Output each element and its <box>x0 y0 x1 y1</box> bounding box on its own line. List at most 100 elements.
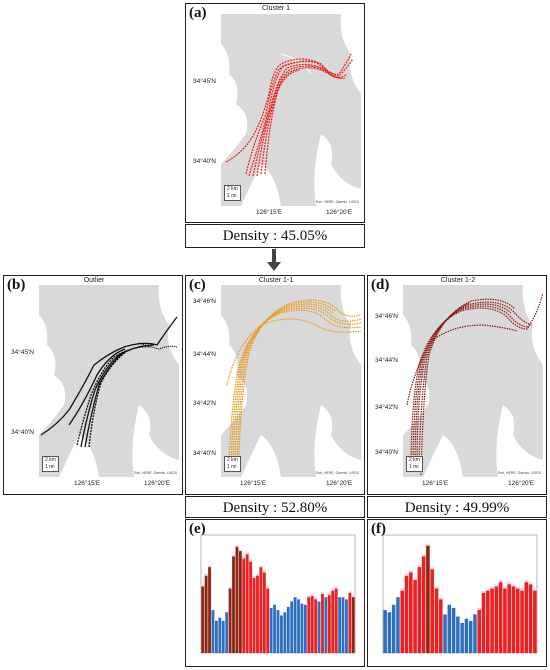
map-svg <box>221 285 361 477</box>
y-tick: 34°46'N <box>375 313 398 320</box>
bar <box>426 545 430 653</box>
density-c: Density : 52.80% <box>185 496 365 518</box>
bar <box>434 588 439 653</box>
panel-e: (e) <box>185 519 365 667</box>
bar <box>327 595 331 653</box>
bar <box>417 567 422 653</box>
bar <box>498 582 503 653</box>
bar <box>201 586 205 653</box>
bar <box>307 597 311 653</box>
bar <box>310 596 314 653</box>
bar <box>520 590 524 653</box>
map-svg <box>403 285 543 477</box>
bar <box>503 588 507 653</box>
bar <box>468 620 473 653</box>
track-bundle <box>226 299 361 466</box>
bar <box>528 584 533 653</box>
panel-label: (b) <box>7 277 26 293</box>
bar <box>511 586 516 653</box>
panel-b: (b) Outlier 34°45'N 34°40'N 126°15'E 126… <box>3 275 183 495</box>
bar <box>215 620 218 653</box>
bar <box>211 610 215 653</box>
panel-a: (a) Cluster 1 34°45'N 34°40'N 126°15'E 1… <box>185 3 365 223</box>
bar-chart-e <box>200 534 356 654</box>
track-bundle <box>40 316 178 448</box>
bar <box>413 580 417 653</box>
bar <box>228 588 232 653</box>
panel-f: (f) <box>367 519 547 667</box>
bar <box>303 604 307 653</box>
bar <box>443 614 447 653</box>
map-credit: Esri, HERE, Garmin, USGS <box>498 471 541 475</box>
bar <box>221 620 225 653</box>
track-bundle <box>225 53 354 177</box>
panel-title: Outlier <box>83 277 105 284</box>
bar <box>341 597 345 653</box>
y-tick: 34°44'N <box>193 351 216 358</box>
bar <box>494 586 499 653</box>
bar <box>396 597 400 653</box>
bar <box>321 594 324 653</box>
map-svg <box>221 14 361 206</box>
bar <box>400 590 405 653</box>
bar <box>451 607 456 653</box>
panel-label: (d) <box>371 277 390 293</box>
y-tick: 34°40'N <box>11 429 34 436</box>
scale-bar: 2 km 1 mi <box>224 185 241 201</box>
bar <box>256 575 259 653</box>
bar <box>387 612 392 653</box>
bar-chart-f <box>382 534 538 654</box>
scale-mi: 1 mi <box>409 464 419 470</box>
bar <box>273 604 276 653</box>
bar <box>286 606 290 653</box>
x-tick: 126°20'E <box>326 209 353 216</box>
bar <box>238 551 242 653</box>
bar <box>293 597 297 653</box>
bar <box>345 599 348 653</box>
bar <box>208 567 211 653</box>
bar <box>283 612 287 653</box>
bar <box>245 554 249 653</box>
map <box>221 285 361 477</box>
bar <box>290 601 294 653</box>
panel-label: (c) <box>189 277 206 293</box>
bar <box>490 588 494 653</box>
map-credit: Esri, HERE, Garmin, USGS <box>316 471 359 475</box>
bar <box>269 607 273 653</box>
bar <box>232 556 235 653</box>
bar <box>507 584 511 653</box>
panel-label: (e) <box>189 521 206 537</box>
track-bundle <box>406 292 543 476</box>
y-tick: 34°42'N <box>375 404 398 411</box>
bar <box>324 597 328 653</box>
x-tick: 126°15'E <box>422 480 449 487</box>
bar <box>481 592 486 653</box>
scale-km: 2 km <box>409 457 420 463</box>
map-credit: Esri, HERE, Garmin, USGS <box>134 471 177 475</box>
bar <box>314 599 318 653</box>
bar <box>464 618 469 653</box>
bar <box>252 577 256 653</box>
x-tick: 126°15'E <box>240 480 267 487</box>
scale-bar: 2 km 1 mi <box>406 456 423 472</box>
arrow-down-icon <box>267 249 281 271</box>
x-tick: 126°20'E <box>508 480 535 487</box>
y-tick: 34°45'N <box>193 78 216 85</box>
bar <box>280 615 283 653</box>
scale-bar: 2 km 1 mi <box>42 456 59 472</box>
bar <box>297 599 300 653</box>
scale-mi: 1 mi <box>227 464 237 470</box>
bar <box>383 610 387 653</box>
scale-km: 2 km <box>45 457 56 463</box>
map <box>221 14 361 206</box>
bar <box>331 590 335 653</box>
map <box>39 285 179 477</box>
y-tick: 34°40'N <box>193 158 216 165</box>
bar <box>276 610 280 653</box>
panel-label: (f) <box>371 521 386 537</box>
bar <box>348 592 352 653</box>
panel-title: Cluster 1-2 <box>440 277 476 284</box>
bar <box>334 588 338 653</box>
map-svg <box>39 285 179 477</box>
y-tick: 34°40'N <box>375 449 398 456</box>
